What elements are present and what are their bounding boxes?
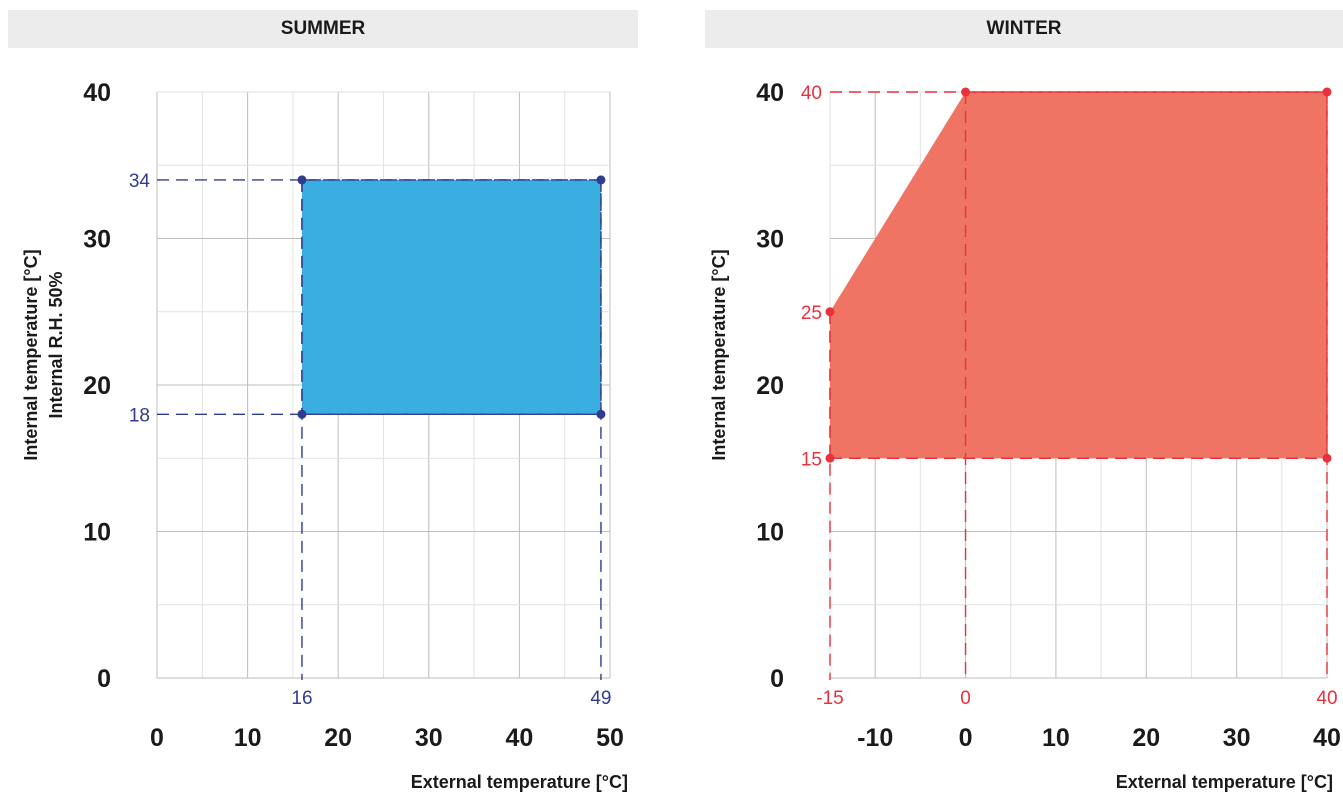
x-tick-label: 40 <box>1313 724 1341 752</box>
y-mark-label: 40 <box>801 83 822 104</box>
y-tick-label: 0 <box>770 665 784 693</box>
x-tick-label: 30 <box>415 724 443 752</box>
x-mark-label: 49 <box>590 688 611 709</box>
y-tick-label: 20 <box>756 372 784 400</box>
y-tick-label: 20 <box>83 372 111 400</box>
corner-point <box>596 175 606 185</box>
y-axis-title-secondary: Internal R.H. 50% <box>46 271 66 418</box>
y-tick-label: 10 <box>756 519 784 547</box>
winter-chart: -15 0 40 15 25 40 -10 0 10 20 30 40 0 10 20 30 40 Externa… <box>709 79 1341 792</box>
corner-point <box>961 87 971 97</box>
corner-point <box>596 409 606 419</box>
y-axis-title: Internal temperature [°C] <box>21 249 41 460</box>
x-tick-label: 0 <box>150 724 164 752</box>
y-tick-label: 10 <box>83 519 111 547</box>
y-mark-label: 34 <box>129 171 151 192</box>
operating-region <box>302 179 601 415</box>
x-tick-label: 30 <box>1223 724 1251 752</box>
corner-point <box>297 409 307 419</box>
summer-chart: 16 49 18 34 0 10 20 30 40 50 0 10 20 30 40 External tem… <box>21 79 628 792</box>
x-axis-title: External temperature [°C] <box>1116 772 1333 792</box>
x-mark-label: 16 <box>291 688 312 709</box>
x-tick-label: -10 <box>857 724 893 752</box>
x-tick-label: 20 <box>324 724 352 752</box>
x-tick-label: 20 <box>1132 724 1160 752</box>
summer-panel-title: SUMMER <box>8 10 638 48</box>
corner-point <box>825 453 835 463</box>
y-tick-label: 30 <box>83 226 111 254</box>
operating-region <box>830 92 1327 459</box>
x-mark-label: 0 <box>960 688 971 709</box>
y-mark-label: 18 <box>129 405 150 426</box>
x-tick-label: 0 <box>959 724 973 752</box>
y-tick-label: 40 <box>756 79 784 107</box>
x-mark-label: -15 <box>816 688 843 709</box>
y-axis-title: Internal temperature [°C] <box>709 249 729 460</box>
corner-point <box>1322 87 1332 97</box>
y-tick-label: 30 <box>756 226 784 254</box>
x-axis-title: External temperature [°C] <box>411 772 628 792</box>
x-tick-label: 40 <box>505 724 533 752</box>
corner-point <box>825 307 835 317</box>
y-mark-label: 15 <box>801 449 822 470</box>
winter-panel-title: WINTER <box>705 10 1343 48</box>
y-tick-label: 0 <box>97 665 111 693</box>
corner-point <box>1322 453 1332 463</box>
y-tick-label: 40 <box>83 79 111 107</box>
y-mark-label: 25 <box>801 303 822 324</box>
corner-point <box>297 175 307 185</box>
x-tick-label: 10 <box>1042 724 1070 752</box>
x-tick-label: 10 <box>234 724 262 752</box>
x-mark-label: 40 <box>1316 688 1337 709</box>
x-tick-label: 50 <box>596 724 624 752</box>
